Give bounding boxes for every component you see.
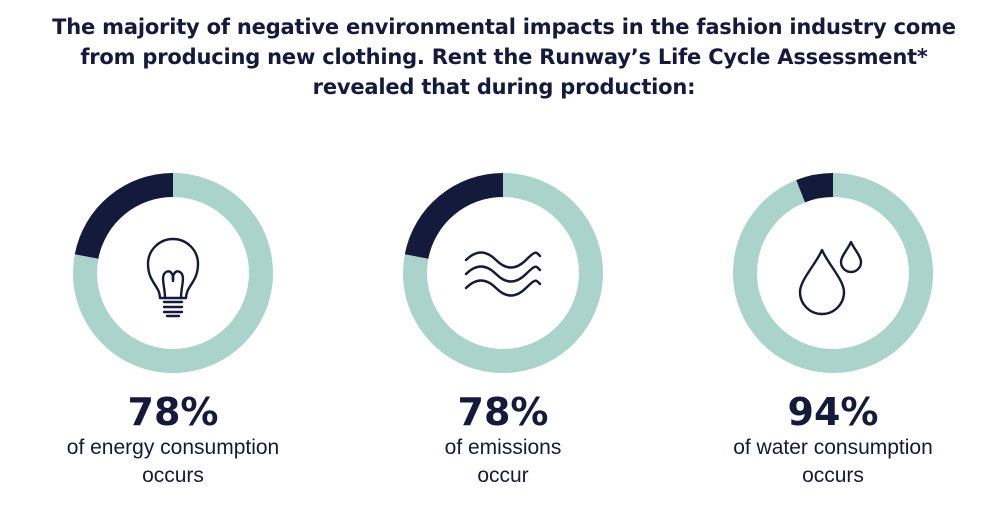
stat-caption-emissions-line-1: of emissions: [444, 436, 562, 459]
headline-line-3: revealed that during production:: [312, 75, 696, 99]
donut-slices: [733, 173, 933, 373]
stat-energy: 78% of energy consumption occurs: [23, 390, 323, 490]
stat-caption-water-line-2: occurs: [802, 464, 864, 487]
stat-caption-water-line-1: of water consumption: [733, 436, 933, 459]
donut-slice-production-share: [733, 173, 933, 373]
donut-chart-energy: [72, 173, 273, 373]
stat-caption-energy-line-1: of energy consumption: [66, 436, 280, 459]
donut-charts: 78% of energy consumption occurs 78% of …: [0, 160, 1008, 520]
headline: The majority of negative environmental i…: [0, 12, 1008, 102]
stat-emissions: 78% of emissions occur: [353, 390, 653, 490]
donut-slices: [403, 173, 603, 373]
donut-slice-remainder: [74, 173, 173, 259]
lightbulb-icon: [146, 237, 200, 318]
emissions-waves-icon: [464, 251, 542, 297]
stat-caption-energy-line-2: occurs: [142, 464, 204, 487]
stat-value-emissions: 78%: [457, 390, 549, 434]
donut-chart-emissions: [403, 173, 603, 373]
stat-value-water: 94%: [787, 390, 879, 434]
stat-water: 94% of water consumption occurs: [683, 390, 983, 490]
stat-value-energy: 78%: [127, 390, 219, 434]
donut-slice-remainder: [404, 173, 503, 259]
headline-line-2: from producing new clothing. Rent the Ru…: [80, 45, 928, 69]
donut-slice-remainder: [796, 173, 833, 203]
donut-slices: [72, 173, 273, 373]
headline-line-1: The majority of negative environmental i…: [52, 15, 956, 39]
stat-caption-emissions-line-2: occur: [477, 464, 529, 487]
water-drops-icon: [798, 240, 863, 316]
donut-chart-water: [733, 173, 933, 373]
